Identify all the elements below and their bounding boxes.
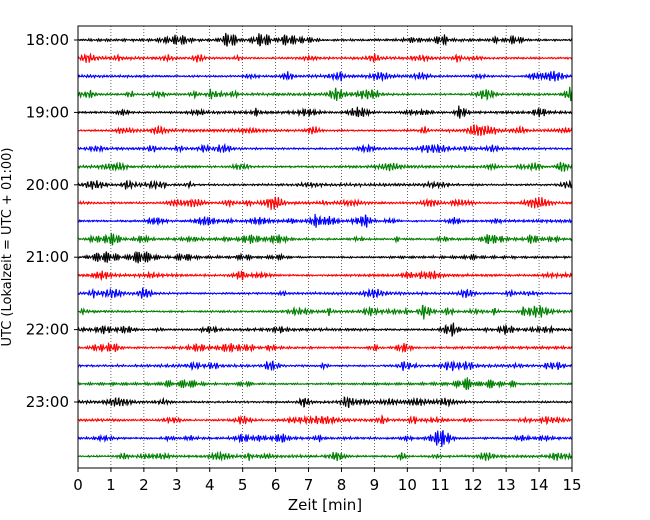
x-axis-ticks: 0 1 2 3 4 5 6 7 8 9 10 11 12 13 14 15: [73, 468, 582, 494]
trace-2245: [77, 377, 573, 390]
trace-1830: [77, 70, 573, 83]
y-axis-label: UTC (Lokalzeit = UTC + 01:00): [0, 148, 15, 347]
y-tick-label-1: 19:00: [26, 103, 69, 121]
x-axis-label: Zeit [min]: [288, 496, 362, 514]
x-tick-label-14: 14: [530, 476, 549, 494]
trace-2200: [77, 322, 573, 337]
trace-2115: [77, 270, 573, 282]
x-tick-label-5: 5: [238, 476, 248, 494]
plot-frame: [77, 25, 573, 469]
x-tick-label-12: 12: [464, 476, 483, 494]
y-tick-label-3: 21:00: [26, 248, 69, 266]
trace-2300: [77, 396, 573, 409]
x-tick-label-6: 6: [271, 476, 281, 494]
x-tick-label-4: 4: [205, 476, 215, 494]
y-tick-label-5: 23:00: [26, 393, 69, 411]
seismic-traces: [77, 32, 573, 462]
x-tick-label-13: 13: [497, 476, 516, 494]
trace-1845: [77, 86, 573, 102]
trace-2315: [77, 414, 573, 426]
trace-2145: [77, 304, 573, 320]
trace-1930: [77, 142, 573, 154]
x-tick-label-2: 2: [139, 476, 149, 494]
x-tick-label-9: 9: [370, 476, 380, 494]
trace-2330: [77, 430, 573, 448]
trace-1900: [77, 105, 573, 119]
trace-2130: [77, 287, 573, 299]
x-tick-label-7: 7: [304, 476, 314, 494]
x-tick-label-0: 0: [73, 476, 83, 494]
y-axis-ticks: 18:00 19:00 20:00 21:00 22:00 23:00: [26, 31, 78, 411]
trace-2000: [77, 179, 573, 191]
x-tick-label-1: 1: [106, 476, 116, 494]
y-tick-label-0: 18:00: [26, 31, 69, 49]
trace-2100: [77, 250, 573, 264]
trace-2015: [77, 196, 573, 210]
trace-1945: [77, 161, 573, 173]
x-tick-label-10: 10: [398, 476, 417, 494]
trace-2345: [77, 450, 573, 462]
trace-2030: [77, 213, 573, 228]
x-tick-label-3: 3: [172, 476, 182, 494]
trace-1815: [77, 52, 573, 63]
y-tick-label-2: 20:00: [26, 176, 69, 194]
y-tick-label-4: 22:00: [26, 321, 69, 339]
trace-2215: [77, 341, 573, 354]
trace-1915: [77, 124, 573, 137]
x-tick-label-11: 11: [431, 476, 450, 494]
trace-2045: [77, 232, 573, 246]
x-tick-label-15: 15: [562, 476, 581, 494]
x-tick-label-8: 8: [337, 476, 347, 494]
trace-2230: [77, 360, 573, 372]
trace-1800: [77, 32, 573, 47]
